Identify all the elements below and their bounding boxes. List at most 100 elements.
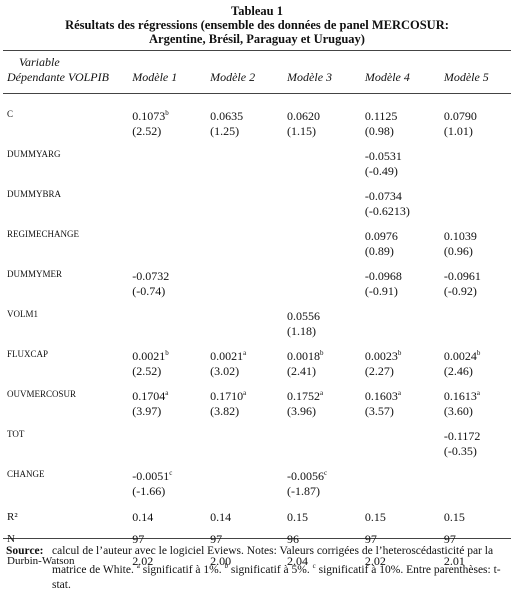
row-label: REGIMECHANGE xyxy=(7,229,79,239)
coef-value: 0.0620 xyxy=(287,109,321,123)
significance: b xyxy=(165,109,169,117)
source-label: Source: xyxy=(6,545,44,557)
row-label: TOT xyxy=(7,429,25,439)
t-stat: (-0.92) xyxy=(443,284,477,298)
footnote-mark: b xyxy=(224,562,228,570)
significance: c xyxy=(324,469,328,477)
t-stat: (0.89) xyxy=(364,244,394,258)
row-label: VOLM1 xyxy=(7,309,38,319)
row-label: FLUXCAP xyxy=(7,349,49,359)
cell: 0.1704a (3.97) xyxy=(122,386,200,426)
coefficient: -0.0056c xyxy=(287,469,355,484)
coef-value: -0.0732 xyxy=(132,269,170,283)
cell: 0.0790 (1.01) xyxy=(434,106,511,146)
source-segment: significatif à 10%. Entre parenthèses: t… xyxy=(52,563,501,591)
coefficient: 0.0790 xyxy=(444,109,511,124)
cell xyxy=(200,186,277,226)
coef-value: 0.0790 xyxy=(443,109,477,123)
coefficient: 0.1073b xyxy=(132,109,200,124)
cell: -0.0732 (-0.74) xyxy=(122,266,200,306)
cell xyxy=(434,306,511,346)
source-text: calcul de l’auteur avec le logiciel Evie… xyxy=(52,544,506,593)
t-stat: (2.52) xyxy=(132,124,162,138)
stat-value: 96 xyxy=(287,531,300,546)
cell xyxy=(122,146,200,186)
coefficient: -0.0968 xyxy=(365,269,434,284)
table-title: Argentine, Brésil, Paraguay et Uruguay) xyxy=(149,32,365,46)
table-row: FLUXCAP 0.0021b (2.52) 0.0021a (3.02) 0.0018b… xyxy=(3,346,511,386)
cell: 0.0620 (1.15) xyxy=(277,106,355,146)
cell xyxy=(200,426,277,466)
cell: -0.0968 (-0.91) xyxy=(355,266,434,306)
t-stat: (0.98) xyxy=(364,124,394,138)
significance: a xyxy=(320,389,324,397)
coefficient: 0.0024b xyxy=(444,349,511,364)
coef-value: 0.1039 xyxy=(443,229,477,243)
t-stat: (2.52) xyxy=(132,364,162,378)
row-label: OUVMERCOSUR xyxy=(7,389,77,399)
table-row: TOT -0.1172 (-0.35) xyxy=(3,426,511,466)
cell: 0.0018b (2.41) xyxy=(277,346,355,386)
cell xyxy=(200,466,277,506)
cell xyxy=(277,426,355,466)
stat-value: 97 xyxy=(364,531,377,546)
t-stat: (3.57) xyxy=(364,404,394,418)
stat-value: 97 xyxy=(132,531,145,546)
header-model: Modèle 1 xyxy=(132,70,178,84)
cell: 0.1603a (3.57) xyxy=(355,386,434,426)
cell xyxy=(355,426,434,466)
coefficient: -0.0732 xyxy=(132,269,200,284)
stat-value: 97 xyxy=(443,531,456,546)
footnote-mark: a xyxy=(136,562,140,570)
coefficient: 0.1704a xyxy=(132,389,200,404)
cell: 0.1710a (3.82) xyxy=(200,386,277,426)
cell xyxy=(200,266,277,306)
coef-value: -0.0961 xyxy=(443,269,481,283)
cell: 0.0635 (1.25) xyxy=(200,106,277,146)
t-stat: (3.96) xyxy=(287,404,317,418)
coef-value: 0.0018 xyxy=(287,349,321,363)
t-stat: (-0.6213) xyxy=(364,204,410,218)
significance: a xyxy=(397,389,401,397)
table-row: CHANGE -0.0051c (-1.66) -0.0056c (-1.87) xyxy=(3,466,511,506)
significance: a xyxy=(243,389,247,397)
coefficient: -0.0531 xyxy=(365,149,434,164)
t-stat: (1.15) xyxy=(287,124,317,138)
coef-value: 0.1704 xyxy=(132,389,166,403)
t-stat: (-0.35) xyxy=(443,444,477,458)
table-row: VOLM1 0.0556 (1.18) xyxy=(3,306,511,346)
coefficient: 0.0021a xyxy=(210,349,277,364)
cell: -0.0961 (-0.92) xyxy=(434,266,511,306)
table-row: REGIMECHANGE 0.0976 (0.89) 0.1039 (0.96) xyxy=(3,226,511,266)
stat-value: 2.01 xyxy=(443,553,465,568)
stat-row: N 97 97 96 97 97 xyxy=(3,528,511,550)
coefficient: -0.0961 xyxy=(444,269,511,284)
coef-value: 0.0021 xyxy=(132,349,166,363)
t-stat: (-0.74) xyxy=(132,284,166,298)
table-row: OUVMERCOSUR 0.1704a (3.97) 0.1710a (3.82) 0.1… xyxy=(3,386,511,426)
significance: b xyxy=(320,349,324,357)
coefficient: 0.1613a xyxy=(444,389,511,404)
t-stat: (0.96) xyxy=(443,244,473,258)
coef-value: -0.0734 xyxy=(364,189,402,203)
source: Source: calcul de l’auteur avec le logic… xyxy=(6,544,506,593)
cell xyxy=(122,186,200,226)
coefficient: 0.0021b xyxy=(132,349,200,364)
stat-value: 0.14 xyxy=(132,509,154,524)
cell xyxy=(277,226,355,266)
stat-value: 2.00 xyxy=(210,553,232,568)
cell xyxy=(277,266,355,306)
coefficient: -0.0734 xyxy=(365,189,434,204)
coef-value: 0.0976 xyxy=(364,229,398,243)
header-variable: Variable xyxy=(19,55,60,69)
stat-row: Durbin-Watson 2.02 2.00 2.04 2.02 2.01 xyxy=(3,550,511,572)
cell: 0.0556 (1.18) xyxy=(277,306,355,346)
cell xyxy=(277,146,355,186)
cell: -0.0056c (-1.87) xyxy=(277,466,355,506)
cell: 0.1752a (3.96) xyxy=(277,386,355,426)
coef-value: 0.1752 xyxy=(287,389,321,403)
coef-value: -0.0968 xyxy=(364,269,402,283)
coefficient: 0.1710a xyxy=(210,389,277,404)
stat-value: 2.04 xyxy=(287,553,309,568)
